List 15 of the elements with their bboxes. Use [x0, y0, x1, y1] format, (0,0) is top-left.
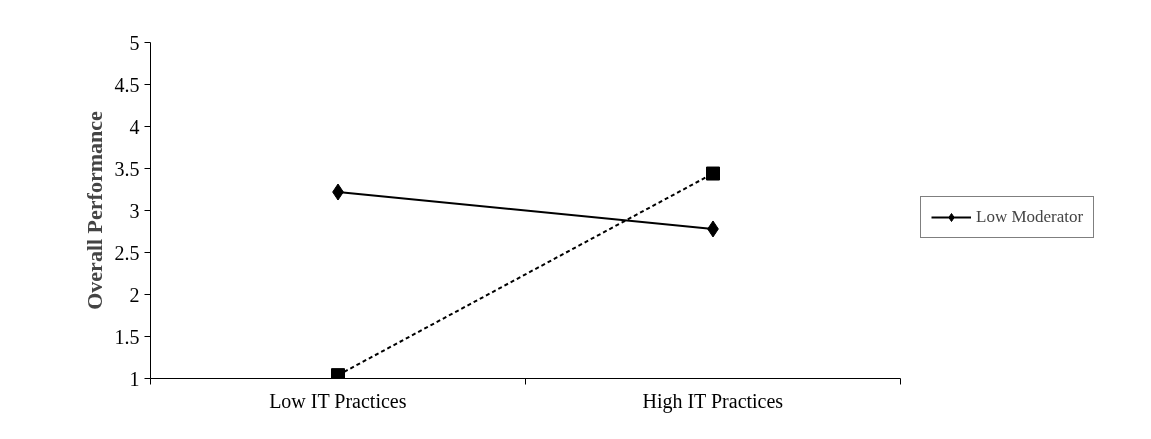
y-tick-label: 2.5	[114, 241, 140, 264]
x-tick-label: High IT Practices	[642, 389, 784, 413]
x-tick-label: Low IT Practices	[269, 389, 407, 412]
y-tick-label: 1	[129, 367, 140, 390]
y-tick-label: 2	[129, 283, 140, 306]
legend-label: Low Moderator	[976, 207, 1084, 227]
y-tick-label: 4	[129, 115, 140, 138]
y-tick-label: 4.5	[114, 73, 140, 96]
point	[706, 166, 720, 181]
point	[331, 368, 345, 379]
y-tick-label: 1.5	[114, 325, 140, 348]
y-axis-title: Overall Performance	[81, 111, 107, 310]
y-tick-label: 5	[129, 31, 140, 54]
y-tick-label: 3	[129, 199, 140, 222]
y-tick-label: 3.5	[114, 157, 140, 180]
